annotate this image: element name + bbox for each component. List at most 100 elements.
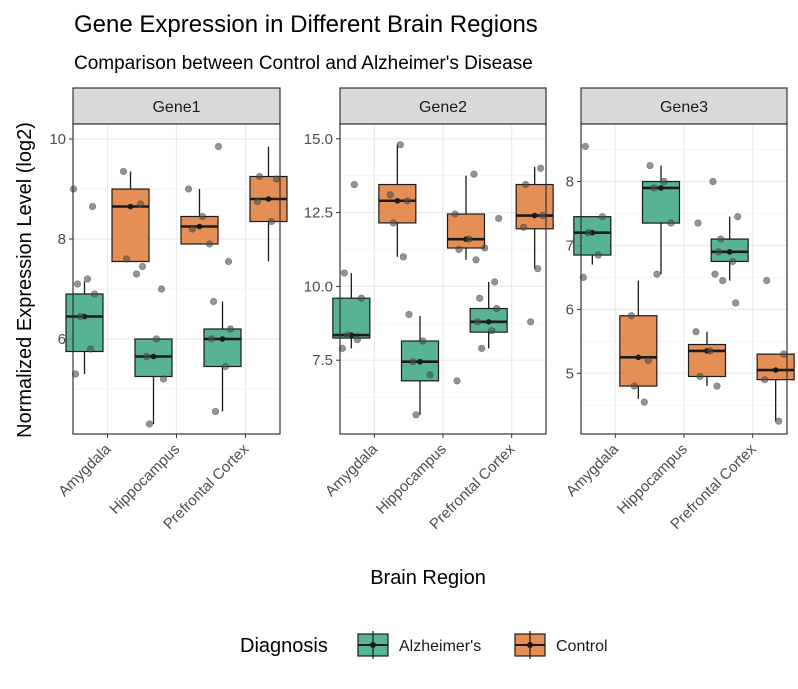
median-point bbox=[772, 367, 779, 373]
data-point bbox=[451, 210, 459, 218]
data-point bbox=[598, 213, 606, 221]
x-tick-label: Hippocampus bbox=[614, 441, 691, 518]
data-point bbox=[627, 312, 635, 320]
data-point bbox=[71, 370, 80, 378]
legend: Diagnosis Alzheimer's Control bbox=[240, 631, 608, 659]
facet-strip-label: Gene1 bbox=[152, 99, 200, 116]
data-point bbox=[350, 180, 358, 189]
data-point bbox=[644, 356, 652, 365]
data-point bbox=[253, 197, 262, 206]
data-point bbox=[122, 255, 131, 263]
data-point bbox=[470, 170, 478, 178]
y-tick-label: 15.0 bbox=[304, 131, 333, 148]
box-control-hippocampus bbox=[446, 170, 486, 385]
median-point bbox=[417, 358, 423, 365]
data-point bbox=[537, 164, 545, 172]
data-point bbox=[713, 382, 721, 390]
y-tick-label: 8 bbox=[566, 174, 574, 191]
box-alzheimers-prefrontal-cortex bbox=[710, 213, 749, 307]
x-tick-label: Amygdala bbox=[55, 440, 115, 500]
x-tick-label: Hippocampus bbox=[106, 441, 183, 518]
facet-strip bbox=[580, 87, 788, 125]
data-point bbox=[455, 245, 463, 254]
data-point bbox=[706, 347, 714, 355]
median-point bbox=[726, 249, 733, 255]
data-point bbox=[272, 175, 281, 183]
data-point bbox=[465, 235, 473, 243]
box-control-amygdala bbox=[378, 141, 417, 261]
median-point bbox=[635, 354, 642, 361]
data-point bbox=[527, 318, 535, 326]
data-point bbox=[419, 337, 427, 345]
data-point bbox=[729, 257, 737, 266]
box-alzheimers-amygdala bbox=[65, 185, 104, 378]
data-point bbox=[255, 172, 264, 181]
data-point bbox=[145, 420, 154, 428]
median-point bbox=[219, 336, 226, 342]
data-point bbox=[474, 318, 482, 326]
data-point bbox=[188, 225, 197, 233]
data-point bbox=[696, 372, 704, 381]
data-point bbox=[763, 276, 771, 285]
data-point bbox=[90, 290, 99, 298]
data-point bbox=[646, 161, 654, 170]
data-point bbox=[412, 411, 420, 419]
median-point bbox=[658, 185, 664, 191]
box-control-amygdala bbox=[619, 280, 658, 406]
data-point bbox=[184, 185, 193, 193]
median-point bbox=[531, 212, 538, 219]
data-point bbox=[579, 273, 587, 282]
x-tick-label: Hippocampus bbox=[373, 441, 450, 518]
data-point bbox=[340, 269, 348, 277]
data-point bbox=[209, 297, 218, 306]
data-point bbox=[267, 217, 276, 226]
y-tick-label: 7.5 bbox=[312, 352, 333, 369]
data-point bbox=[132, 270, 141, 278]
data-point bbox=[520, 223, 528, 231]
data-point bbox=[584, 229, 592, 237]
data-point bbox=[224, 257, 233, 266]
data-point bbox=[226, 325, 235, 333]
y-tick-label: 10.0 bbox=[304, 278, 333, 295]
box-iqr bbox=[756, 353, 795, 381]
y-tick-label: 12.5 bbox=[304, 205, 333, 222]
data-point bbox=[719, 276, 727, 285]
data-point bbox=[488, 327, 496, 335]
median-point bbox=[196, 223, 203, 230]
data-point bbox=[138, 262, 147, 271]
data-point bbox=[403, 197, 411, 205]
data-point bbox=[717, 235, 725, 243]
data-point bbox=[650, 184, 658, 192]
data-point bbox=[481, 244, 489, 252]
data-point bbox=[711, 270, 719, 278]
y-tick-label: 10 bbox=[49, 131, 66, 148]
data-point bbox=[630, 382, 638, 390]
data-point bbox=[640, 398, 648, 406]
box-iqr bbox=[619, 315, 658, 387]
y-tick-label: 7 bbox=[566, 237, 574, 254]
data-point bbox=[353, 335, 361, 344]
data-point bbox=[476, 294, 484, 302]
data-point bbox=[491, 278, 499, 286]
box-iqr bbox=[65, 293, 104, 353]
data-point bbox=[478, 344, 486, 352]
box-control-prefrontal-cortex bbox=[515, 164, 554, 326]
legend-key-point bbox=[527, 642, 533, 648]
data-point bbox=[709, 177, 717, 186]
median-point bbox=[265, 196, 272, 202]
data-point bbox=[581, 142, 589, 150]
data-point bbox=[409, 358, 417, 366]
box-alzheimers-hippocampus bbox=[641, 161, 681, 278]
box-iqr bbox=[111, 188, 150, 263]
y-tick-label: 6 bbox=[58, 331, 66, 348]
data-point bbox=[214, 142, 223, 151]
x-axis-label: Brain Region bbox=[370, 567, 486, 589]
box-control-hippocampus bbox=[687, 177, 727, 390]
legend-entry-alzheimers: Alzheimer's bbox=[357, 631, 481, 659]
box-alzheimers-hippocampus bbox=[134, 262, 173, 428]
facet-gene2: Gene27.510.012.515.0AmygdalaHippocampusP… bbox=[304, 87, 554, 533]
